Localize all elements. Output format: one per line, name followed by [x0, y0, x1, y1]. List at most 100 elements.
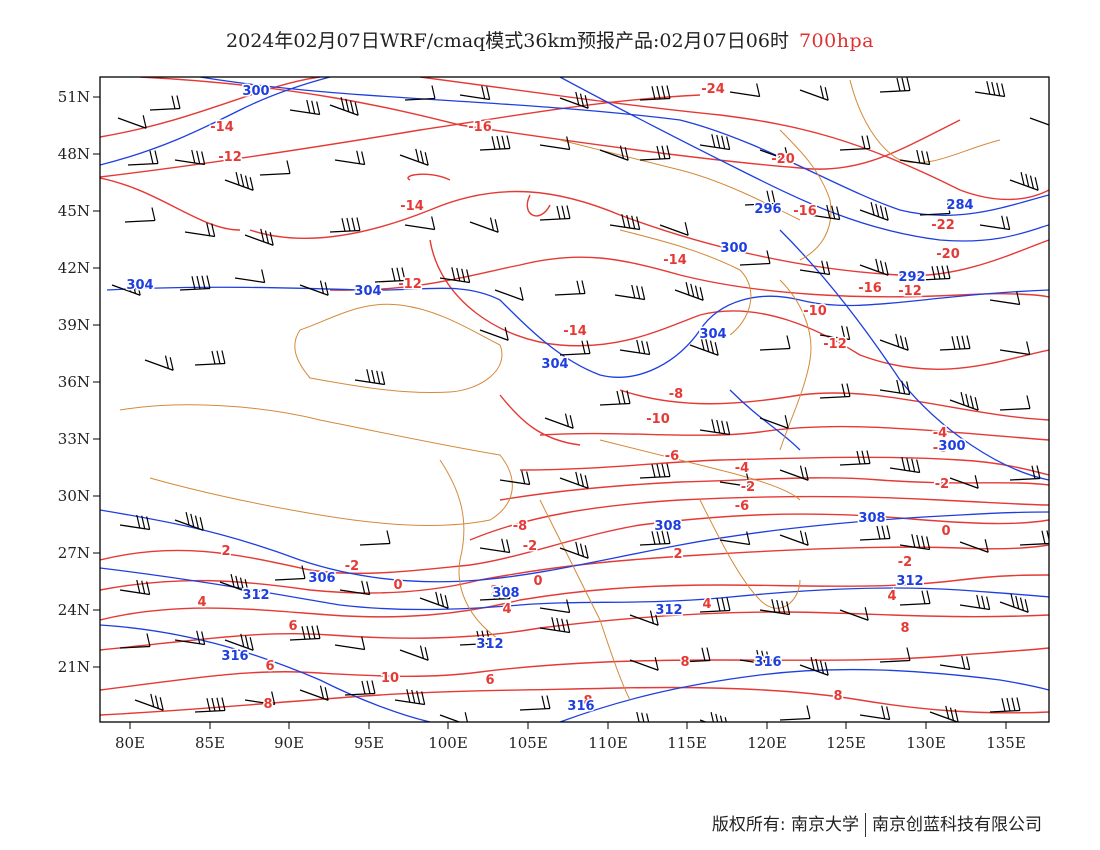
- lat-tick-label: 39N: [58, 316, 90, 334]
- boundary-line: [119, 404, 513, 526]
- wind-barb: [144, 355, 174, 371]
- temperature-label: -10: [646, 412, 670, 427]
- height-contour: [559, 668, 1049, 722]
- wind-barb: [839, 450, 871, 466]
- lon-tick-label: 135E: [986, 734, 1026, 752]
- wind-barb: [759, 415, 789, 429]
- wind-barb: [699, 134, 731, 151]
- wind-barb: [919, 200, 951, 216]
- wind-barb: [879, 77, 911, 93]
- temperature-contour: [100, 177, 241, 231]
- temperature-label: -12: [898, 284, 922, 299]
- temperature-label: -14: [563, 324, 587, 339]
- temperature-label: -16: [793, 204, 817, 219]
- wind-barb: [989, 697, 1021, 713]
- wind-barb: [620, 711, 650, 722]
- lat-tick-label: 48N: [58, 145, 90, 163]
- temperature-label: -12: [823, 337, 847, 352]
- height-contour: [779, 229, 1049, 481]
- temperature-contour: [407, 173, 451, 181]
- wind-barb: [799, 85, 829, 101]
- wind-barb: [299, 685, 329, 701]
- wind-barb: [394, 689, 426, 706]
- wind-barb: [119, 514, 151, 531]
- height-label: 300: [242, 84, 269, 99]
- temperature-label: 0: [941, 524, 950, 539]
- wind-barb: [179, 275, 211, 291]
- temperature-contour: [519, 456, 1049, 476]
- lat-tick-label: 45N: [58, 202, 90, 220]
- boundary-line: [539, 499, 631, 701]
- wind-barb: [289, 99, 321, 116]
- height-label: 304: [126, 278, 153, 293]
- wind-barb: [244, 228, 274, 246]
- wind-barb: [819, 383, 851, 399]
- wind-barb: [559, 91, 589, 109]
- wind-barb: [404, 216, 436, 231]
- temperature-label: 6: [288, 619, 297, 634]
- temperature-label: 8: [680, 655, 689, 670]
- wind-barb: [999, 395, 1031, 411]
- wind-barb: [629, 657, 659, 671]
- temperature-label: 0: [533, 574, 542, 589]
- wind-barb: [839, 135, 871, 151]
- wind-barb: [119, 633, 151, 649]
- wind-barb: [939, 335, 971, 351]
- temperature-contour: [619, 389, 1049, 421]
- temperature-label: -14: [210, 120, 234, 135]
- wind-barb: [779, 530, 809, 546]
- temperature-contour: [539, 425, 1049, 441]
- wind-barb: [299, 280, 329, 296]
- wind-barb: [999, 594, 1029, 613]
- wind-barb: [639, 145, 671, 161]
- wind-barb: [544, 413, 574, 429]
- wind-barb: [599, 390, 631, 406]
- temperature-contour: [100, 686, 1049, 716]
- wind-barb: [759, 599, 791, 616]
- chart-title: 2024年02月07日WRF/cmaq模式36km预报产品:02月07日06时 7…: [0, 26, 1100, 53]
- height-label: 304: [699, 327, 726, 342]
- height-label: 312: [655, 603, 682, 618]
- footer-copyright: 版权所有: 南京大学: [711, 815, 859, 835]
- boundary-line: [599, 439, 801, 501]
- wind-barb: [479, 585, 511, 601]
- wind-barb: [999, 341, 1031, 356]
- lat-tick-label: 21N: [58, 658, 90, 676]
- wind-barb: [194, 697, 226, 713]
- temperature-label: 8: [900, 621, 909, 636]
- height-label: 304: [541, 357, 568, 372]
- wind-barb: [259, 160, 291, 176]
- lon-tick-label: 130E: [906, 734, 946, 752]
- temperature-contour: [139, 77, 961, 170]
- temperature-label: 8: [263, 697, 272, 712]
- temperature-label: -20: [936, 247, 960, 262]
- wind-barb: [974, 81, 1006, 98]
- wind-barb: [949, 475, 979, 489]
- wind-barb: [674, 282, 704, 301]
- height-contour: [100, 77, 331, 166]
- temperature-label: -2: [898, 555, 912, 570]
- lon-tick-label: 95E: [354, 734, 384, 752]
- lat-tick-label: 51N: [58, 88, 90, 106]
- wind-barb: [174, 512, 204, 531]
- wind-barb: [339, 580, 371, 596]
- height-label: 292: [898, 270, 925, 285]
- wind-barb: [799, 657, 829, 676]
- wind-barb: [334, 636, 366, 651]
- title-level: 700hpa: [798, 30, 874, 52]
- height-label: 308: [858, 511, 885, 526]
- temperature-label: -6: [933, 441, 947, 456]
- lat-tick-label: 30N: [58, 487, 90, 505]
- wind-barb: [989, 291, 1021, 306]
- height-label: 304: [354, 284, 381, 299]
- wind-barb: [939, 655, 971, 671]
- wind-barb: [329, 97, 359, 116]
- wind-barb: [224, 172, 254, 191]
- wind-barb: [639, 530, 671, 546]
- lon-tick-label: 100E: [428, 734, 468, 752]
- wind-barb: [699, 597, 731, 613]
- wind-barb: [779, 705, 811, 721]
- boundary-line: [619, 229, 752, 336]
- wind-barb: [879, 333, 909, 351]
